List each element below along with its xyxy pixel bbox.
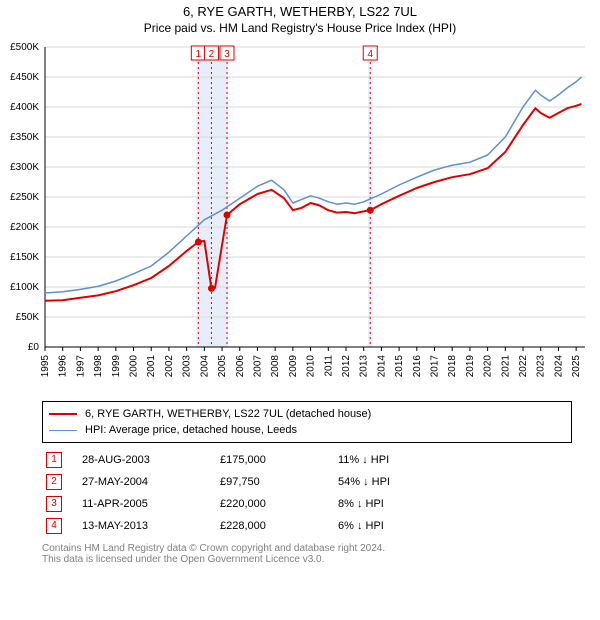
event-marker: 1: [46, 452, 62, 468]
event-marker: 4: [46, 518, 62, 534]
title-address: 6, RYE GARTH, WETHERBY, LS22 7UL: [0, 0, 600, 19]
y-tick-label: £500K: [10, 42, 39, 53]
legend-row: 6, RYE GARTH, WETHERBY, LS22 7UL (detach…: [49, 406, 565, 422]
event-marker-number: 1: [196, 49, 202, 60]
x-tick-label: 1996: [58, 355, 69, 378]
x-tick-label: 1998: [93, 355, 104, 378]
event-date: 28-AUG-2003: [78, 449, 216, 471]
x-tick-label: 2014: [376, 355, 387, 378]
series-marker: [195, 239, 202, 246]
y-tick-label: £100K: [10, 282, 39, 293]
x-tick-label: 2019: [465, 355, 476, 378]
series-marker: [208, 285, 215, 292]
event-date: 13-MAY-2013: [78, 515, 216, 537]
footer-line-2: This data is licensed under the Open Gov…: [42, 554, 572, 565]
x-tick-label: 2001: [146, 355, 157, 378]
legend-swatch: [49, 430, 77, 431]
x-tick-label: 2008: [270, 355, 281, 378]
x-tick-label: 2006: [235, 355, 246, 378]
event-price: £97,750: [216, 471, 334, 493]
x-tick-label: 2015: [394, 355, 405, 378]
title-subtitle: Price paid vs. HM Land Registry's House …: [0, 19, 600, 37]
event-delta: 11% ↓ HPI: [334, 449, 572, 471]
y-tick-label: £200K: [10, 222, 39, 233]
y-tick-label: £250K: [10, 192, 39, 203]
legend-label: HPI: Average price, detached house, Leed…: [85, 424, 297, 436]
event-date: 11-APR-2005: [78, 493, 216, 515]
price-chart: £0 £50K £100K £150K £200K £250K £300K £350K £400…: [0, 37, 600, 397]
x-tick-label: 2020: [483, 355, 494, 378]
x-tick-label: 2002: [164, 355, 175, 378]
x-tick-label: 2017: [430, 355, 441, 378]
x-tick-label: 2016: [412, 355, 423, 378]
x-tick-label: 2011: [323, 355, 334, 377]
event-marker-cell: 3: [42, 493, 78, 515]
x-tick-label: 2004: [199, 355, 210, 378]
x-tick-label: 2024: [553, 355, 564, 378]
legend-row: HPI: Average price, detached house, Leed…: [49, 422, 565, 438]
x-tick-label: 2005: [217, 355, 228, 378]
x-tick-label: 2003: [182, 355, 193, 378]
event-marker-number: 4: [367, 49, 373, 60]
event-delta: 8% ↓ HPI: [334, 493, 572, 515]
event-marker-number: 2: [209, 49, 215, 60]
series-marker: [367, 207, 374, 214]
event-marker-cell: 1: [42, 449, 78, 471]
y-tick-label: £50K: [16, 312, 40, 323]
event-delta: 6% ↓ HPI: [334, 515, 572, 537]
y-tick-label: £0: [28, 342, 40, 353]
legend-label: 6, RYE GARTH, WETHERBY, LS22 7UL (detach…: [85, 408, 371, 420]
event-row: 1 28-AUG-2003£175,00011% ↓ HPI: [42, 449, 572, 471]
event-delta: 54% ↓ HPI: [334, 471, 572, 493]
series-marker: [224, 212, 231, 219]
y-tick-label: £400K: [10, 102, 39, 113]
x-tick-label: 2023: [536, 355, 547, 378]
event-marker: 3: [46, 496, 62, 512]
footer-line-1: Contains HM Land Registry data © Crown c…: [42, 543, 572, 554]
x-tick-label: 2010: [306, 355, 317, 378]
footer-attribution: Contains HM Land Registry data © Crown c…: [42, 543, 572, 565]
y-tick-label: £450K: [10, 72, 39, 83]
y-tick-label: £350K: [10, 132, 39, 143]
event-price: £228,000: [216, 515, 334, 537]
legend: 6, RYE GARTH, WETHERBY, LS22 7UL (detach…: [42, 401, 572, 443]
event-price: £220,000: [216, 493, 334, 515]
x-tick-label: 2013: [359, 355, 370, 378]
event-date: 27-MAY-2004: [78, 471, 216, 493]
event-price: £175,000: [216, 449, 334, 471]
x-tick-label: 2000: [129, 355, 140, 378]
x-tick-label: 2025: [571, 355, 582, 378]
event-marker-cell: 4: [42, 515, 78, 537]
event-row: 3 11-APR-2005£220,0008% ↓ HPI: [42, 493, 572, 515]
event-marker-cell: 2: [42, 471, 78, 493]
event-row: 4 13-MAY-2013£228,0006% ↓ HPI: [42, 515, 572, 537]
x-tick-label: 2009: [288, 355, 299, 378]
y-tick-label: £150K: [10, 252, 39, 263]
x-tick-label: 2007: [252, 355, 263, 378]
x-tick-label: 2018: [447, 355, 458, 378]
sale-events-table: 1 28-AUG-2003£175,00011% ↓ HPI 2 27-MAY-200…: [42, 449, 572, 537]
legend-swatch: [49, 413, 77, 415]
x-tick-label: 1997: [75, 355, 86, 378]
event-marker-number: 3: [224, 49, 230, 60]
x-tick-label: 1999: [111, 355, 122, 378]
x-tick-label: 2012: [341, 355, 352, 378]
event-row: 2 27-MAY-2004£97,75054% ↓ HPI: [42, 471, 572, 493]
x-tick-label: 2021: [500, 355, 511, 378]
y-tick-label: £300K: [10, 162, 39, 173]
event-marker: 2: [46, 474, 62, 490]
x-tick-label: 2022: [518, 355, 529, 378]
x-tick-label: 1995: [40, 355, 51, 378]
